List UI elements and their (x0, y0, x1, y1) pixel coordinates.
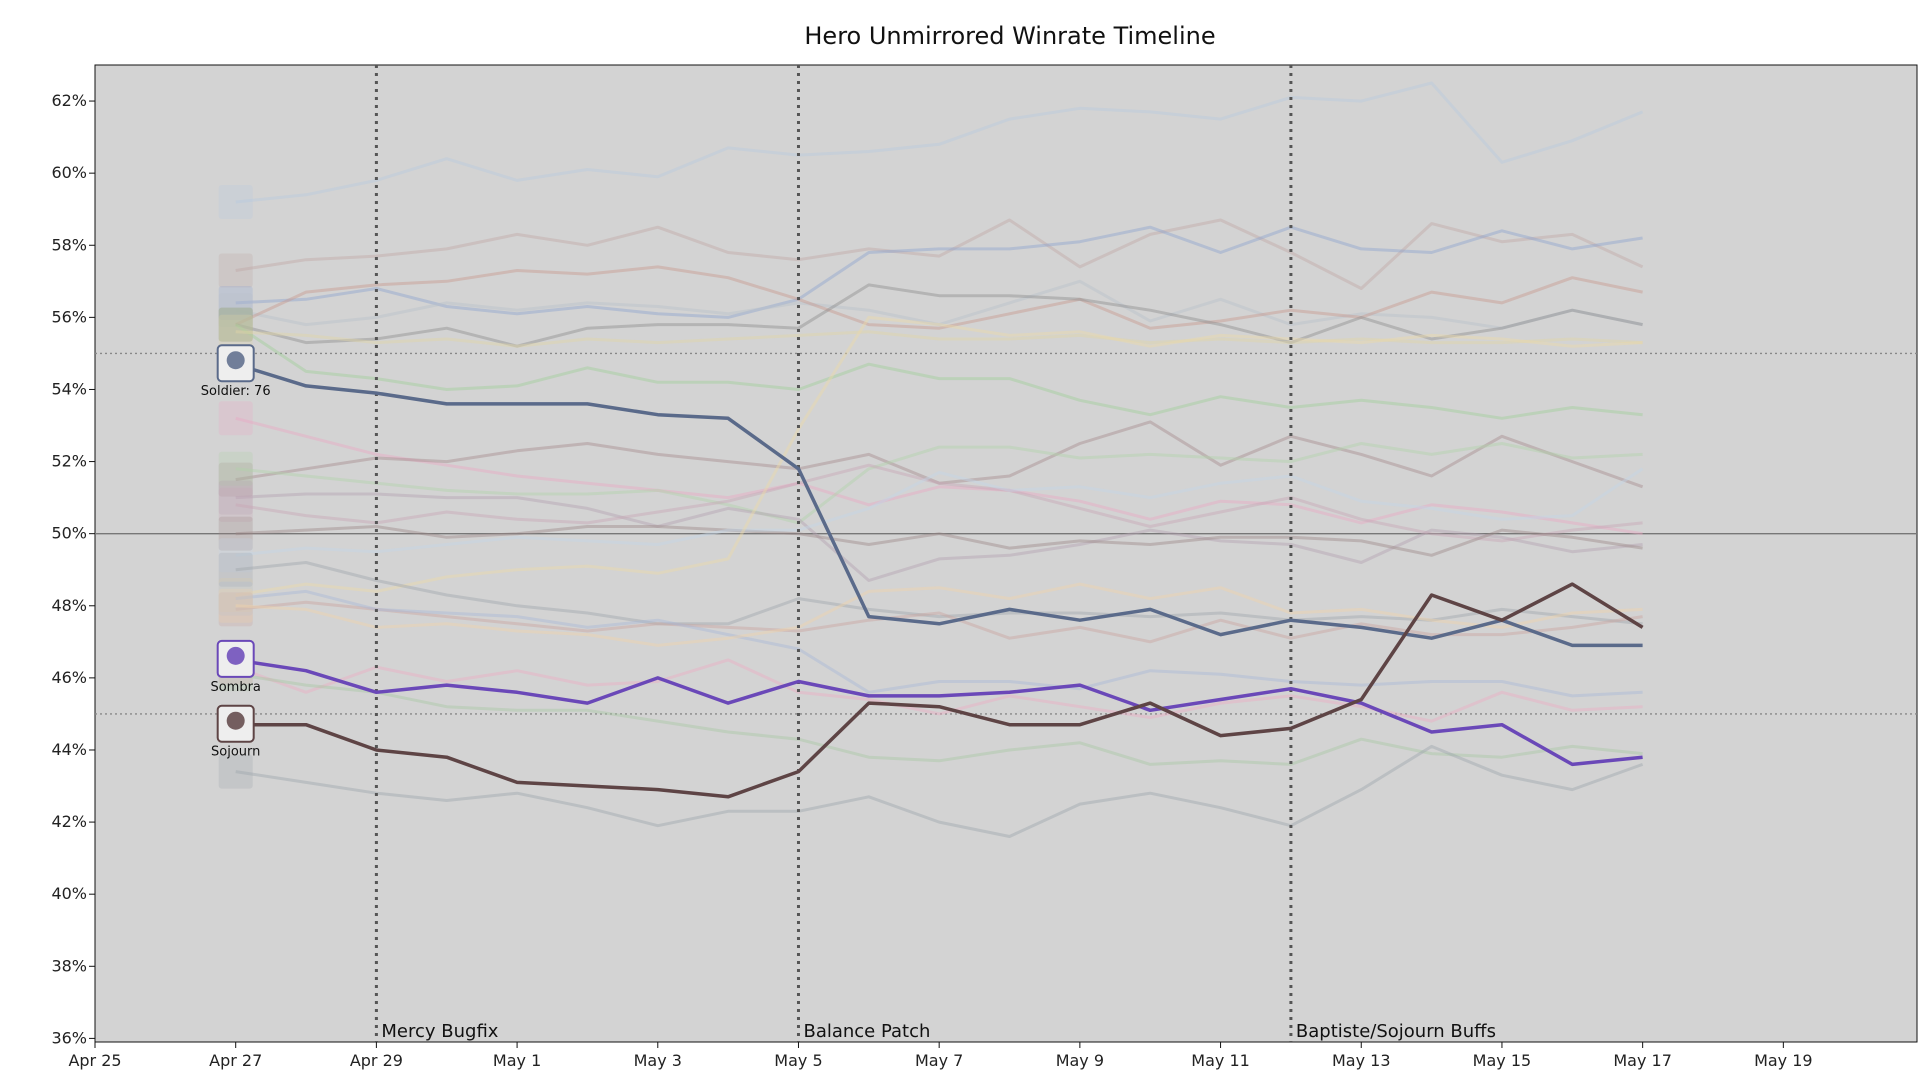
series-line (235, 492, 1643, 582)
event-label: Baptiste/Sojourn Buffs (1296, 1021, 1496, 1042)
y-tick-label: 52% (51, 452, 87, 471)
x-tick-label: May 19 (1754, 1051, 1813, 1070)
series-line (234, 323, 1643, 420)
hero-avatar-face (226, 711, 245, 730)
x-tick-label: May 13 (1332, 1051, 1391, 1070)
hero-avatar (218, 592, 253, 627)
hero-avatar (218, 307, 253, 342)
hero-avatar (218, 538, 253, 573)
x-tick-label: May 15 (1473, 1051, 1532, 1070)
series-line (235, 330, 1643, 348)
hero-avatar (218, 462, 253, 497)
series-line (235, 582, 1644, 799)
hero-avatar (218, 451, 253, 486)
x-tick-label: May 1 (493, 1051, 541, 1070)
x-tick-label: May 11 (1191, 1051, 1250, 1070)
hero-avatar (218, 293, 253, 328)
hero-avatar (218, 581, 253, 616)
hero-avatar-face (226, 351, 245, 370)
hero-avatar (218, 253, 253, 288)
y-tick-label: 50% (51, 524, 87, 543)
series-line (235, 362, 1643, 648)
series-line (235, 420, 1644, 489)
x-tick-label: May 17 (1613, 1051, 1672, 1070)
hero-avatar-face (226, 646, 245, 665)
x-tick-label: Apr 25 (68, 1051, 121, 1070)
series-line (235, 658, 1643, 767)
y-tick-label: 56% (51, 307, 87, 326)
hero-avatar (218, 307, 253, 342)
event-label: Balance Patch (803, 1021, 930, 1042)
hero-avatar (218, 401, 253, 436)
hero-avatar (218, 184, 253, 219)
series-line (235, 658, 1643, 723)
series-line (235, 416, 1643, 536)
y-tick-label: 36% (51, 1028, 87, 1047)
event-label: Mercy Bugfix (381, 1021, 498, 1042)
y-tick-label: 62% (51, 91, 87, 110)
series-line (235, 589, 1643, 698)
hero-avatar (218, 487, 253, 522)
hero-name-label: Sojourn (211, 745, 260, 760)
series-line (235, 525, 1643, 557)
series-line (235, 283, 1643, 348)
series-line (235, 582, 1643, 647)
x-tick-label: May 9 (1056, 1051, 1104, 1070)
reference-lines (95, 352, 1917, 715)
hero-avatar (218, 552, 253, 587)
y-tick-label: 40% (51, 884, 87, 903)
series-line (235, 218, 1644, 290)
hero-avatar (218, 314, 253, 349)
hero-labels: Soldier: 76 Sombra Sojourn (201, 344, 271, 760)
series-line (235, 442, 1643, 525)
series-line (235, 279, 1643, 330)
series-line (235, 561, 1643, 626)
hero-avatar (218, 480, 253, 515)
x-axis: Apr 25 Apr 27 Apr 29 May 1 May 3 May 5 May 7 Ma… (68, 1042, 1813, 1070)
hero-avatar (218, 307, 253, 342)
event-markers: Mercy Bugfix Balance Patch Baptiste/Sojour… (374, 65, 1496, 1042)
y-tick-label: 60% (51, 163, 87, 182)
x-tick-label: Apr 27 (209, 1051, 262, 1070)
series-line (235, 672, 1643, 766)
y-tick-label: 48% (51, 596, 87, 615)
hero-avatar (218, 754, 253, 789)
hero-avatar (218, 516, 253, 551)
y-tick-label: 58% (51, 235, 87, 254)
x-tick-label: May 3 (634, 1051, 682, 1070)
plot-area (94, 64, 1918, 1043)
hero-avatar (218, 285, 253, 320)
y-tick-label: 54% (51, 379, 87, 398)
y-axis: 36% 38% 40% 42% 44% 46% 48% 50% 52% 54% 56% 58% 60% 6… (51, 91, 95, 1047)
series-line (235, 81, 1644, 204)
x-tick-label: May 5 (774, 1051, 822, 1070)
x-tick-label: May 7 (915, 1051, 963, 1070)
hero-name-label: Sombra (210, 680, 260, 695)
y-tick-label: 44% (51, 740, 87, 759)
series-line (235, 315, 1643, 597)
x-tick-label: Apr 29 (350, 1051, 403, 1070)
hero-name-label: Soldier: 76 (201, 384, 271, 399)
y-tick-label: 42% (51, 812, 87, 831)
chart-title: Hero Unmirrored Winrate Timeline (804, 22, 1215, 50)
series-line (235, 225, 1643, 319)
series-line (235, 265, 1643, 330)
hero-avatar (218, 577, 253, 612)
series-line (235, 463, 1643, 543)
y-tick-label: 38% (51, 956, 87, 975)
series-line (235, 744, 1644, 838)
y-tick-label: 46% (51, 668, 87, 687)
series-line (235, 467, 1644, 557)
highlighted-series (235, 362, 1644, 799)
hero-avatar (218, 588, 253, 623)
